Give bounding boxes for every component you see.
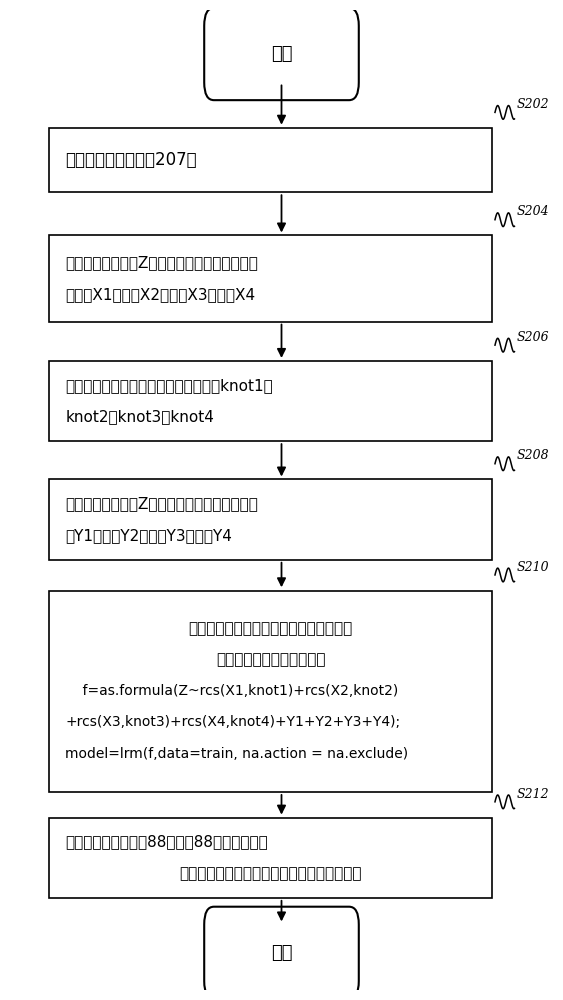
Text: S202: S202 xyxy=(517,98,549,111)
Text: model=lrm(f,data=train, na.action = na.exclude): model=lrm(f,data=train, na.action = na.e… xyxy=(65,747,408,761)
FancyBboxPatch shape xyxy=(49,818,492,898)
Text: 开始: 开始 xyxy=(271,45,292,63)
Text: 量Y1、变量Y2、变量Y3、变量Y4: 量Y1、变量Y2、变量Y3、变量Y4 xyxy=(65,528,232,543)
FancyBboxPatch shape xyxy=(49,361,492,441)
Text: knot2、knot3、knot4: knot2、knot3、knot4 xyxy=(65,409,214,424)
Text: 结束: 结束 xyxy=(271,944,292,962)
Text: 筛选出与事件结局Z非线性相关的非线性变量，: 筛选出与事件结局Z非线性相关的非线性变量， xyxy=(65,255,258,270)
Text: 构建出的模型中，验证其准确度，并输出结果: 构建出的模型中，验证其准确度，并输出结果 xyxy=(180,866,362,881)
Text: 如变量X1、变量X2、变量X3、变量X4: 如变量X1、变量X2、变量X3、变量X4 xyxy=(65,287,256,302)
FancyBboxPatch shape xyxy=(204,907,359,999)
FancyBboxPatch shape xyxy=(49,479,492,560)
Text: 性变量的节点数构建函数：: 性变量的节点数构建函数： xyxy=(216,652,325,667)
Text: f=as.formula(Z~rcs(X1,knot1)+rcs(X2,knot2): f=as.formula(Z~rcs(X1,knot1)+rcs(X2,knot… xyxy=(65,684,399,698)
FancyBboxPatch shape xyxy=(49,128,492,192)
Text: 获取训练集，数量为207个: 获取训练集，数量为207个 xyxy=(65,151,197,169)
Text: S210: S210 xyxy=(517,561,549,574)
FancyBboxPatch shape xyxy=(49,591,492,792)
FancyBboxPatch shape xyxy=(49,235,492,322)
Text: 通过单因素样条回归确定节点数，比如knot1、: 通过单因素样条回归确定节点数，比如knot1、 xyxy=(65,378,273,393)
Text: 基于筛选出的非线性变量和线性变量及线: 基于筛选出的非线性变量和线性变量及线 xyxy=(189,621,353,636)
Text: S212: S212 xyxy=(517,788,549,800)
Text: 获取验证集，数量为88个，将88个验证集代入: 获取验证集，数量为88个，将88个验证集代入 xyxy=(65,835,268,850)
Text: +rcs(X3,knot3)+rcs(X4,knot4)+Y1+Y2+Y3+Y4);: +rcs(X3,knot3)+rcs(X4,knot4)+Y1+Y2+Y3+Y4… xyxy=(65,715,400,729)
Text: S206: S206 xyxy=(517,331,549,344)
Text: S204: S204 xyxy=(517,205,549,218)
Text: 筛选出与事件结局Z线性相关的线性变量，如变: 筛选出与事件结局Z线性相关的线性变量，如变 xyxy=(65,496,258,511)
Text: S208: S208 xyxy=(517,449,549,462)
FancyBboxPatch shape xyxy=(204,8,359,100)
